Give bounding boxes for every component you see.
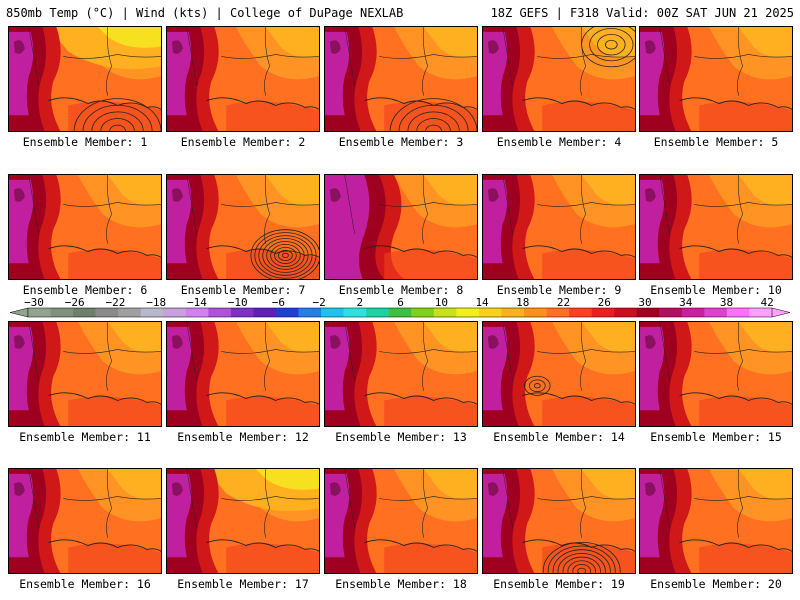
colorbar-tick-label: −30: [24, 297, 44, 309]
member-map-8: [324, 174, 478, 280]
colorbar-swatch: [456, 308, 480, 317]
member-label: Ensemble Member: 12: [177, 430, 309, 444]
colorbar-tick-label: 42: [761, 297, 774, 309]
colorbar-swatch: [95, 308, 119, 317]
colorbar-tick-label: −22: [106, 297, 126, 309]
member-label: Ensemble Member: 10: [650, 283, 782, 297]
member-label: Ensemble Member: 13: [335, 430, 467, 444]
member-label: Ensemble Member: 6: [22, 283, 148, 297]
member-map-3: [324, 26, 478, 132]
colorbar-swatch: [591, 308, 615, 317]
colorbar-swatch: [298, 308, 322, 317]
member-map-18: [324, 468, 478, 574]
colorbar-swatch: [28, 308, 51, 317]
colorbar-swatch: [140, 308, 164, 317]
colorbar-tick-label: 26: [598, 297, 611, 309]
member-label: Ensemble Member: 1: [22, 135, 148, 149]
member-label: Ensemble Member: 5: [653, 135, 779, 149]
colorbar-min-arrow: [9, 307, 29, 318]
member-label: Ensemble Member: 8: [338, 283, 464, 297]
colorbar-tick-label: 10: [435, 297, 448, 309]
member-map-20: [639, 468, 793, 574]
colorbar-swatch: [50, 308, 74, 317]
colorbar-tick-label: −6: [272, 297, 285, 309]
member-map-9: [482, 174, 636, 280]
member-map-14: [482, 321, 636, 427]
colorbar-max-arrow: [771, 307, 791, 318]
member-map-5: [639, 26, 793, 132]
colorbar-swatch: [366, 308, 390, 317]
member-map-17: [166, 468, 320, 574]
colorbar-swatch: [546, 308, 570, 317]
colorbar-tick-label: −26: [65, 297, 85, 309]
colorbar-swatch: [118, 308, 142, 317]
colorbar-swatch: [524, 308, 547, 317]
member-map-12: [166, 321, 320, 427]
member-label: Ensemble Member: 19: [493, 577, 625, 591]
member-label: Ensemble Member: 3: [338, 135, 464, 149]
member-map-11: [8, 321, 162, 427]
colorbar-tick-label: −2: [313, 297, 326, 309]
member-label: Ensemble Member: 15: [650, 430, 782, 444]
colorbar-tick-label: 18: [516, 297, 529, 309]
colorbar-swatch: [73, 308, 96, 317]
colorbar-swatch: [411, 308, 435, 317]
colorbar-swatch: [614, 308, 638, 317]
member-label: Ensemble Member: 18: [335, 577, 467, 591]
map-title: 850mb Temp (°C) | Wind (kts) | College o…: [6, 6, 404, 20]
colorbar-swatch: [659, 308, 683, 317]
colorbar-swatch: [208, 308, 232, 317]
member-label: Ensemble Member: 9: [496, 283, 622, 297]
colorbar-swatch: [321, 308, 344, 317]
colorbar-swatch: [569, 308, 592, 317]
colorbar-swatch: [636, 308, 660, 317]
colorbar-tick-label: 6: [397, 297, 404, 309]
colorbar-tick-label: −10: [228, 297, 248, 309]
colorbar-swatch: [704, 308, 728, 317]
colorbar-swatch: [478, 308, 502, 317]
member-map-13: [324, 321, 478, 427]
member-map-4: [482, 26, 636, 132]
member-label: Ensemble Member: 7: [180, 283, 306, 297]
colorbar-tick-label: 22: [557, 297, 570, 309]
member-map-2: [166, 26, 320, 132]
member-label: Ensemble Member: 20: [650, 577, 782, 591]
temperature-colorbar: −30 −26 −22 −18 −14 −10 −6 −2 2 6 10 14 18 22 26 30 34 38…: [8, 296, 792, 321]
member-map-10: [639, 174, 793, 280]
member-map-6: [8, 174, 162, 280]
member-label: Ensemble Member: 2: [180, 135, 306, 149]
colorbar-tick-label: 30: [638, 297, 651, 309]
colorbar-tick-label: 38: [720, 297, 733, 309]
member-map-1: [8, 26, 162, 132]
colorbar-swatch: [343, 308, 367, 317]
colorbar-swatch: [388, 308, 412, 317]
member-label: Ensemble Member: 11: [19, 430, 151, 444]
member-label: Ensemble Member: 4: [496, 135, 622, 149]
colorbar-tick-label: 34: [679, 297, 693, 309]
colorbar-tick-label: −14: [187, 297, 207, 309]
colorbar-swatch: [230, 308, 254, 317]
colorbar-swatch: [749, 308, 773, 317]
member-label: Ensemble Member: 17: [177, 577, 309, 591]
colorbar-swatch: [433, 308, 457, 317]
colorbar-swatch: [501, 308, 525, 317]
model-run-info: 18Z GEFS | F318 Valid: 00Z SAT JUN 21 20…: [490, 6, 794, 20]
member-map-7: [166, 174, 320, 280]
colorbar-swatch: [253, 308, 277, 317]
colorbar-swatch: [276, 308, 299, 317]
colorbar-swatch: [163, 308, 187, 317]
member-map-19: [482, 468, 636, 574]
colorbar-tick-label: 2: [357, 297, 364, 309]
member-map-16: [8, 468, 162, 574]
colorbar-tick-label: −18: [146, 297, 166, 309]
colorbar-tick-label: 14: [475, 297, 489, 309]
colorbar-swatch: [681, 308, 705, 317]
member-label: Ensemble Member: 16: [19, 577, 151, 591]
member-map-15: [639, 321, 793, 427]
colorbar-swatch: [726, 308, 750, 317]
colorbar-swatch: [185, 308, 209, 317]
member-label: Ensemble Member: 14: [493, 430, 625, 444]
